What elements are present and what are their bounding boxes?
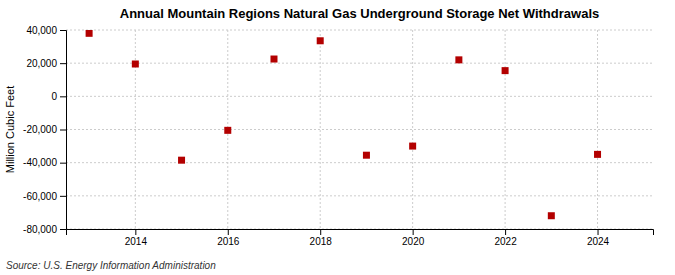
- tick-mark: [60, 63, 66, 64]
- tick-mark: [60, 130, 66, 131]
- tick-label: 2014: [125, 236, 148, 247]
- point: [270, 56, 277, 63]
- tick-label: 2018: [310, 236, 333, 247]
- tick-mark: [505, 229, 506, 235]
- tick-mark: [60, 229, 66, 230]
- tick-mark: [228, 229, 229, 235]
- source: Source: U.S. Energy Information Administ…: [6, 260, 216, 271]
- tick-label: 2020: [402, 236, 425, 247]
- grid-line: [412, 30, 413, 229]
- axis-line: [60, 31, 67, 230]
- tick-label: -80,000: [23, 224, 57, 235]
- tick-mark: [60, 163, 66, 164]
- tick-mark: [320, 229, 321, 235]
- tick-mark: [135, 229, 136, 235]
- tick-label: -60,000: [23, 191, 57, 202]
- grid-line: [66, 30, 653, 31]
- point: [86, 30, 93, 37]
- tick-label: 40,000: [26, 25, 57, 36]
- grid-line: [66, 195, 653, 196]
- x-axis: 2014 2016 2018 2020 2022 2024: [67, 229, 654, 247]
- chart: 2014 2016 2018 2020 2022 2024 -80,000 -60,000 -4…: [0, 0, 675, 275]
- marks: [86, 30, 601, 219]
- y-tick: 40,000: [26, 25, 66, 36]
- tick-mark: [60, 30, 66, 31]
- y-tick: -20,000: [23, 124, 66, 135]
- y-axis-title: Million Cubic Feet: [4, 86, 16, 173]
- tick-label: -40,000: [23, 157, 57, 168]
- point: [502, 67, 509, 74]
- y-tick: 0: [51, 91, 66, 102]
- y-tick: -60,000: [23, 191, 66, 202]
- point: [224, 127, 231, 134]
- title: Annual Mountain Regions Natural Gas Unde…: [120, 6, 599, 21]
- grid-line: [66, 129, 653, 130]
- tick-mark: [60, 196, 66, 197]
- point: [317, 37, 324, 44]
- point: [455, 56, 462, 63]
- point: [178, 157, 185, 164]
- x-tick: 2022: [494, 229, 517, 247]
- grid-line: [66, 162, 653, 163]
- x-tick: 2024: [587, 229, 610, 247]
- point: [409, 143, 416, 150]
- tick-label: 20,000: [26, 58, 57, 69]
- plot: 2014 2016 2018 2020 2022 2024 -80,000 -60,000 -4…: [23, 25, 653, 247]
- grid-line: [597, 30, 598, 229]
- tick-label: 2016: [217, 236, 240, 247]
- tick-label: 2024: [587, 236, 610, 247]
- axis-line: [67, 230, 654, 236]
- tick-mark: [413, 229, 414, 235]
- point: [594, 151, 601, 158]
- x-tick: 2020: [402, 229, 425, 247]
- y-tick: -80,000: [23, 224, 66, 235]
- y-axis: -80,000 -60,000 -40,000 -20,000 0 20,000 40,00…: [23, 25, 66, 235]
- x-tick: 2018: [310, 229, 333, 247]
- y-tick: -40,000: [23, 157, 66, 168]
- grid-line: [505, 30, 506, 229]
- tick-mark: [60, 96, 66, 97]
- point: [548, 212, 555, 219]
- grid-line: [66, 96, 653, 97]
- grid: [66, 30, 653, 229]
- point: [363, 152, 370, 159]
- y-tick: 20,000: [26, 58, 66, 69]
- tick-label: 0: [51, 91, 57, 102]
- tick-label: -20,000: [23, 124, 57, 135]
- grid-line: [66, 63, 653, 64]
- tick-mark: [598, 229, 599, 235]
- x-tick: 2016: [217, 229, 240, 247]
- x-tick: 2014: [125, 229, 148, 247]
- tick-label: 2022: [494, 236, 517, 247]
- point: [132, 60, 139, 67]
